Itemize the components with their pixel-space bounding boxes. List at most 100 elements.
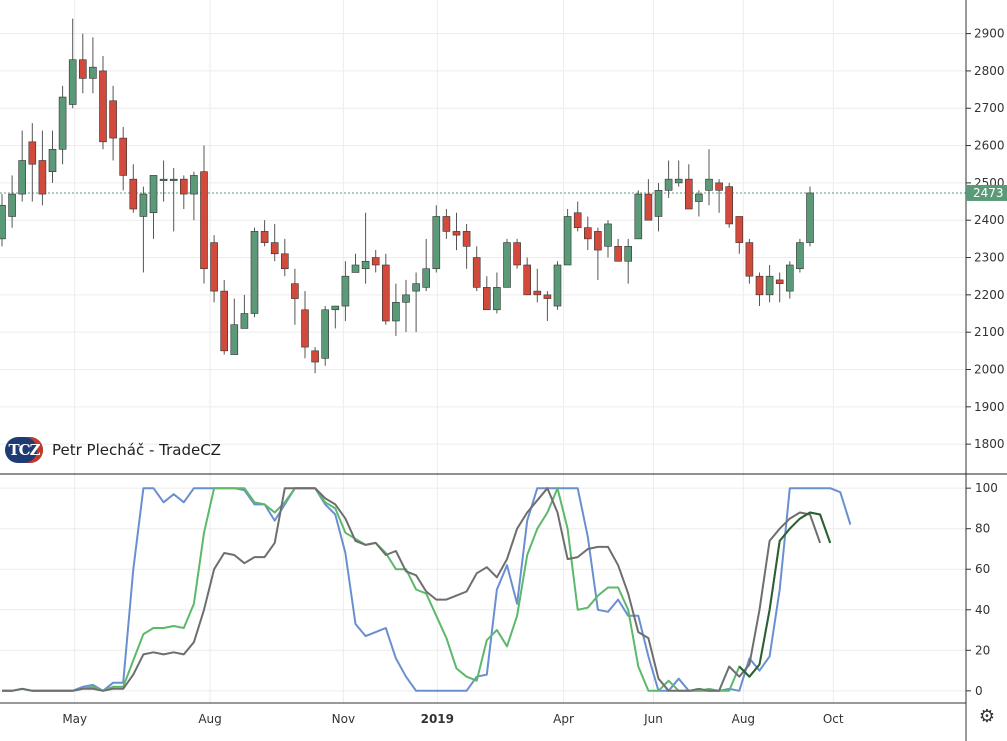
candle [321,306,330,366]
candle [503,238,511,288]
candle [432,205,441,273]
candle [200,145,208,284]
candle-body [796,242,804,270]
candle [210,235,218,303]
candle-body [68,59,77,105]
candle-body [705,178,713,191]
candle-body [119,137,127,176]
candle-body [48,148,57,172]
candle [68,18,77,109]
candle-body [392,302,400,322]
candle [280,238,289,277]
x-tick-label: Oct [823,712,844,726]
candle-body [422,268,431,288]
tradecz-logo: TCZ [5,437,43,463]
candle-body [311,350,319,363]
candle [28,123,37,202]
candle [573,201,582,232]
candle [452,212,461,251]
candle-body [200,171,208,270]
candle-body [674,178,683,184]
candle [129,164,138,213]
candle-body [432,216,441,270]
candle-body [472,257,481,288]
candle [664,160,673,198]
oscillator-line [2,487,832,692]
candle [614,238,622,262]
x-tick-label: Nov [332,712,355,726]
candle [159,160,168,202]
candle-body [38,160,47,195]
candle [553,261,562,310]
candle-body [594,231,602,251]
horizontal-gridlines [0,33,966,692]
candle [0,194,6,247]
candle-body [381,264,390,322]
candle [684,164,693,210]
price-tick-label: 2900 [974,27,1005,41]
candle-body [664,178,673,191]
candle-body [321,309,330,359]
candle-body [250,231,259,314]
price-axis[interactable]: 1800190020002100220023002400250026002700… [966,27,1005,452]
candle [705,149,713,206]
candle [149,175,158,239]
candle [371,250,380,273]
candle-body [533,290,542,296]
candle [331,305,340,329]
candle [422,238,431,292]
candle-body [149,175,158,214]
candle [230,298,239,355]
x-tick-label: 2019 [421,712,454,726]
candle [412,272,420,333]
candle-body [412,283,420,292]
candle-body [402,294,410,303]
candle-body [220,290,228,352]
time-axis[interactable]: MarMayAugNov2019AprJunAugOct [0,712,844,726]
osc-tick-label: 40 [975,603,990,617]
oscillator-line [2,487,852,692]
candle [695,190,703,217]
candle-body [180,178,188,195]
candle-body [341,275,350,307]
candle [806,186,814,247]
candle-body [775,279,784,284]
candle-body [58,96,67,150]
candle [624,238,633,284]
candle-body [765,275,774,296]
candle-body [210,242,218,292]
price-tick-label: 2000 [974,362,1005,376]
candle [381,253,390,325]
candle-body [28,141,37,165]
candle [341,261,350,321]
osc-tick-label: 0 [975,684,983,698]
candle-body [129,178,138,210]
candle [634,190,643,240]
candle [735,216,744,254]
vertical-gridlines [74,0,834,703]
candle [58,85,67,165]
candle [139,186,148,273]
candle-body [513,242,521,266]
candle-body [169,178,178,181]
candle [442,209,451,239]
candle [109,85,117,161]
candle [644,179,653,221]
candle-body [79,59,87,79]
candle-body [331,305,340,311]
price-tick-label: 2800 [974,64,1005,78]
candle [462,223,471,269]
candle [472,246,481,292]
candle [240,294,249,329]
x-tick-label: Apr [553,712,574,726]
candle [180,175,188,210]
candle-body [109,100,117,139]
candle-body [745,242,754,277]
candle [169,167,178,232]
candle-body [604,223,612,247]
oscillator-axis[interactable]: 0 20 40 60 80 100 [966,481,998,698]
candle [533,268,542,303]
gear-icon[interactable]: ⚙ [978,706,996,727]
candle-body [159,178,168,181]
price-tick-label: 2700 [974,101,1005,115]
